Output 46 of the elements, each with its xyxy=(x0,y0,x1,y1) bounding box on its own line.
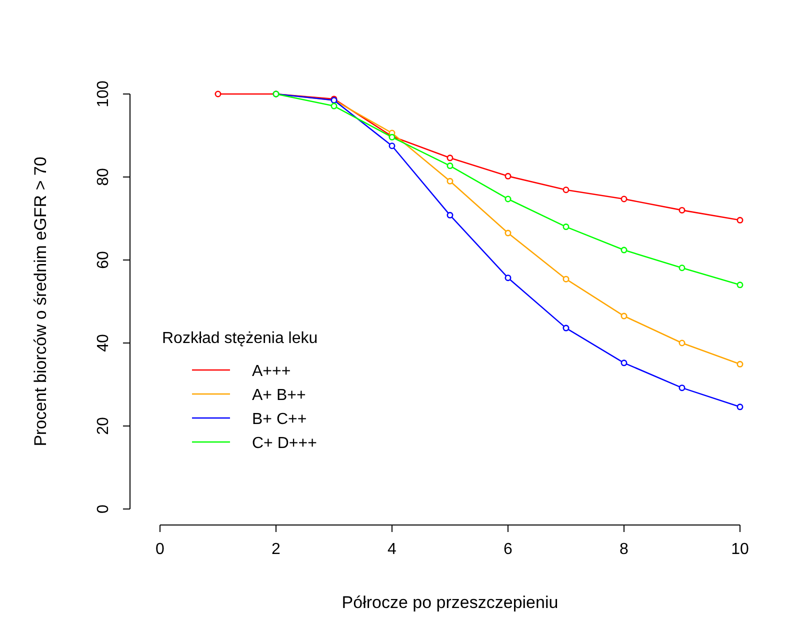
legend-title: Rozkład stężenia leku xyxy=(162,330,318,347)
point xyxy=(562,276,570,282)
point xyxy=(736,360,744,368)
point xyxy=(214,90,222,98)
point xyxy=(446,178,454,184)
legend-label: C+ D+++ xyxy=(252,435,317,452)
point xyxy=(446,162,454,170)
point xyxy=(620,246,628,254)
x-tick-label: 0 xyxy=(156,541,165,558)
x-tick-label: 10 xyxy=(731,541,749,558)
point xyxy=(446,154,454,162)
y-tick-label: 100 xyxy=(95,80,112,108)
x-axis-title: Półrocze po przeszczepieniu xyxy=(342,593,558,612)
point xyxy=(678,206,686,214)
legend-label: A+++ xyxy=(252,363,291,380)
point xyxy=(504,230,512,236)
point xyxy=(504,196,512,202)
point xyxy=(620,360,628,366)
point xyxy=(562,324,570,332)
point xyxy=(446,212,454,218)
point xyxy=(388,142,396,150)
point xyxy=(736,282,744,288)
point xyxy=(678,264,686,272)
point xyxy=(562,224,570,230)
point xyxy=(620,312,628,320)
point xyxy=(678,340,686,346)
point xyxy=(504,172,512,180)
point xyxy=(620,196,628,202)
y-tick-label: 20 xyxy=(95,417,112,435)
y-tick-label: 0 xyxy=(95,504,112,514)
point xyxy=(736,404,744,410)
legend-label: B+ C++ xyxy=(252,411,307,428)
point xyxy=(330,102,338,110)
legend-label: A+ B++ xyxy=(252,387,306,404)
point xyxy=(504,274,512,282)
x-tick-label: 8 xyxy=(620,541,629,558)
point xyxy=(736,216,744,224)
y-tick-label: 80 xyxy=(95,168,112,186)
x-tick-label: 6 xyxy=(504,541,513,558)
y-axis-title: Procent biorców o średnim eGFR > 70 xyxy=(31,156,50,446)
x-tick-label: 2 xyxy=(272,541,281,558)
point xyxy=(562,186,570,194)
y-tick-label: 60 xyxy=(95,251,112,269)
y-tick-label: 40 xyxy=(95,334,112,352)
x-tick-label: 4 xyxy=(388,541,397,558)
point xyxy=(678,384,686,392)
